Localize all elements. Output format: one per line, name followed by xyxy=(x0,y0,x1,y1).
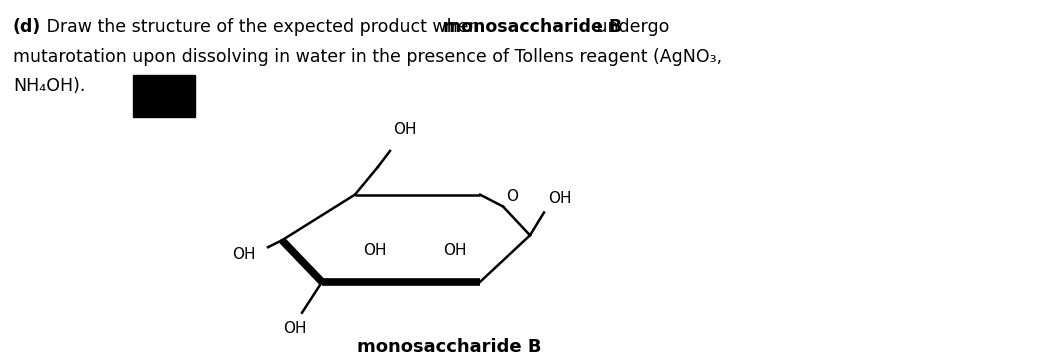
Text: O: O xyxy=(506,189,518,203)
Text: monosaccharide B: monosaccharide B xyxy=(443,18,622,36)
Text: Draw the structure of the expected product when: Draw the structure of the expected produ… xyxy=(41,18,485,36)
Text: undergo: undergo xyxy=(591,18,669,36)
Text: OH: OH xyxy=(444,243,467,258)
Text: mutarotation upon dissolving in water in the presence of Tollens reagent (AgNO₃,: mutarotation upon dissolving in water in… xyxy=(14,48,722,66)
Text: OH: OH xyxy=(548,190,571,206)
Text: monosaccharide B: monosaccharide B xyxy=(356,338,541,356)
Text: OH: OH xyxy=(393,122,417,137)
Text: OH: OH xyxy=(364,243,387,258)
Text: NH₄OH).: NH₄OH). xyxy=(14,77,85,95)
Text: OH: OH xyxy=(283,321,307,336)
Text: OH: OH xyxy=(233,247,256,262)
Text: (d): (d) xyxy=(14,18,42,36)
Bar xyxy=(133,76,195,117)
